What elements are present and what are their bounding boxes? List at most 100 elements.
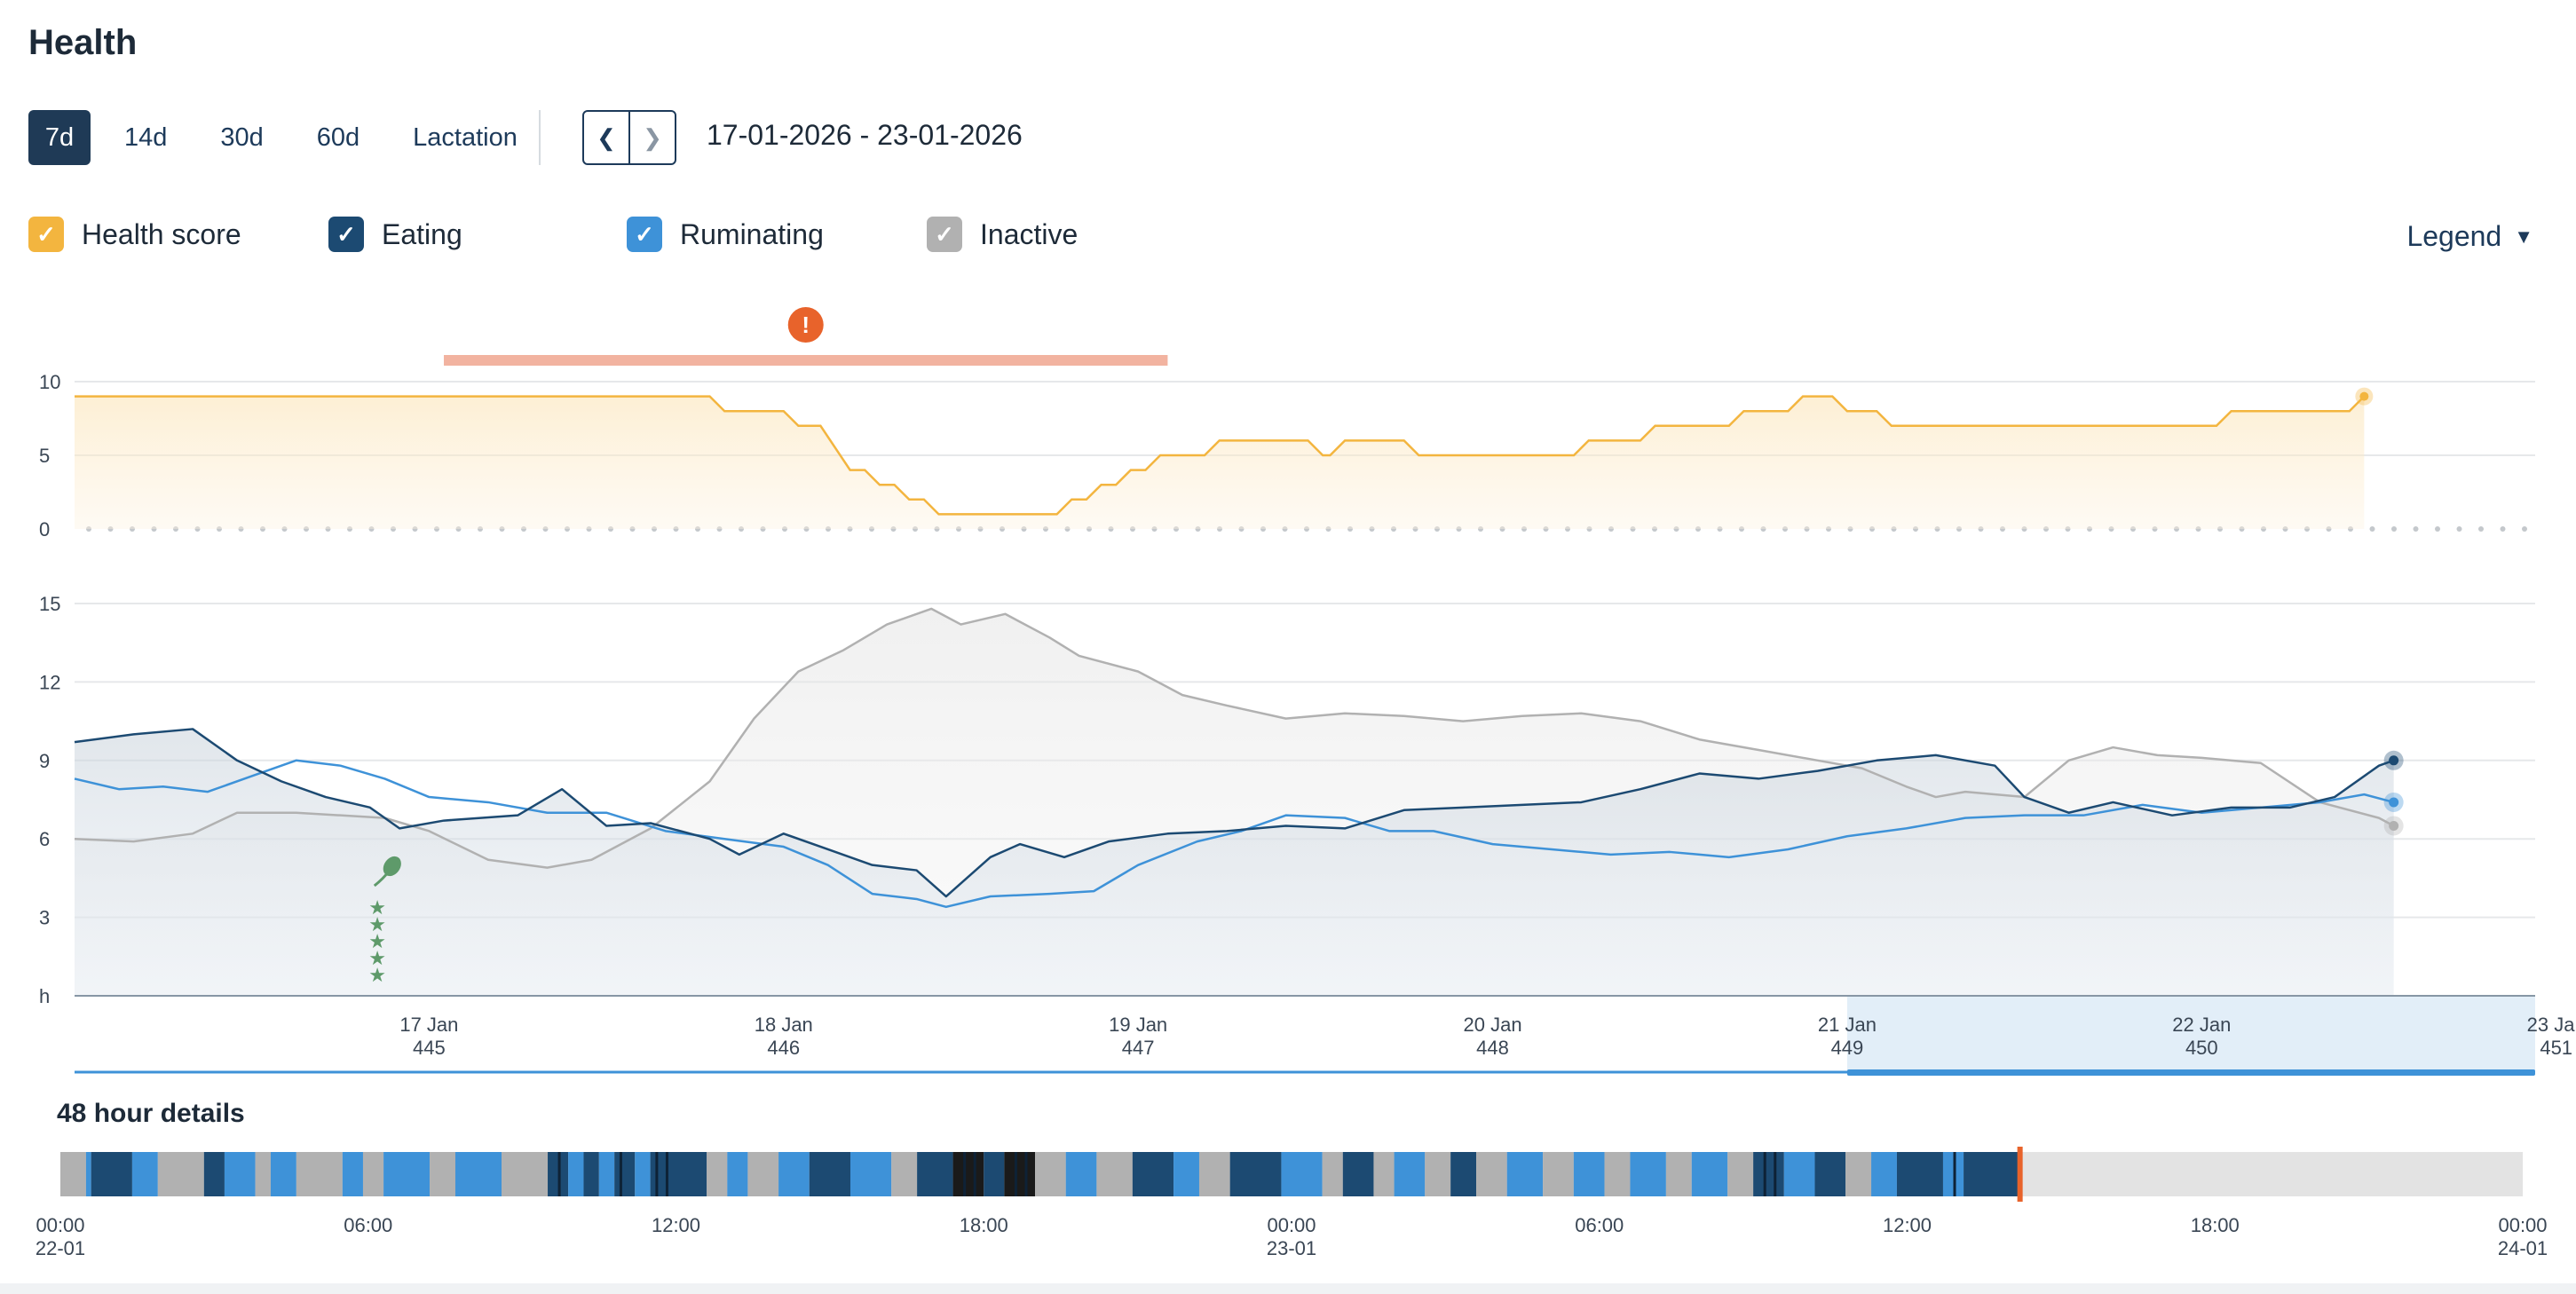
health-score-checkbox[interactable]: ✓: [28, 217, 64, 252]
details-title: 48 hour details: [57, 1099, 245, 1128]
star-icon: ★: [368, 896, 386, 919]
selected-window: [1846, 996, 2535, 1074]
toggle-health-score[interactable]: ✓ Health score: [28, 217, 241, 252]
eating-label: Eating: [382, 217, 462, 250]
timeline-segment-eating: [984, 1152, 1005, 1196]
zero-dot: [2478, 526, 2484, 532]
range-scrollbar-thumb: [1846, 1069, 2535, 1076]
timeline-segment-inactive: [430, 1152, 455, 1196]
x-tick-date: 23 Jan: [2527, 1014, 2576, 1036]
timeline-segment-inactive: [1198, 1152, 1230, 1196]
timeline-segment-ruminating: [1394, 1152, 1426, 1196]
timeline-segment-inactive: [1727, 1152, 1754, 1196]
timeline-segment-inactive: [502, 1152, 549, 1196]
timeline-segment-inactive: [891, 1152, 918, 1196]
health-score-end-point: [2359, 391, 2369, 401]
timeline-segment-ruminating: [131, 1152, 158, 1196]
tab-14d[interactable]: 14d: [124, 122, 168, 152]
timeline-segment-eating: [1896, 1152, 1943, 1196]
timeline-segment-ruminating: [1871, 1152, 1897, 1196]
timeline-tick-date: 24-01: [2498, 1237, 2548, 1259]
timeline-segment-ruminating: [1173, 1152, 1199, 1196]
timeline-segment-eating: [583, 1152, 599, 1196]
legend-dropdown[interactable]: Legend ▼: [2406, 220, 2533, 253]
x-tick-dim: 448: [1476, 1037, 1509, 1059]
toggle-eating[interactable]: ✓ Eating: [328, 217, 462, 252]
alert-band: [444, 355, 1168, 366]
health-y-tick: 10: [39, 371, 60, 393]
tab-7d[interactable]: 7d: [28, 110, 91, 165]
timeline-segment-eating: [1229, 1152, 1282, 1196]
health-y-tick: 5: [39, 445, 50, 467]
health-score-line: [75, 395, 2366, 516]
bottom-strip: [0, 1283, 2576, 1294]
x-tick-dim: 449: [1831, 1037, 1864, 1059]
x-tick-date: 21 Jan: [1818, 1014, 1877, 1036]
timeline-segment-ruminating: [598, 1152, 615, 1196]
zero-dot: [2391, 526, 2397, 532]
alert-icon: [787, 307, 824, 343]
timeline-segment-ruminating: [454, 1152, 502, 1196]
health-y-tick: 0: [39, 518, 50, 540]
zero-dot: [2413, 526, 2419, 532]
alert-icon-glyph: !: [802, 312, 810, 338]
timeline-tick-mark: [973, 1152, 976, 1196]
timeline-segment-eating: [1753, 1152, 1784, 1196]
timeline-segment-ruminating: [727, 1152, 748, 1196]
x-tick-date: 17 Jan: [399, 1014, 458, 1036]
x-tick-dim: 451: [2540, 1037, 2572, 1059]
hours-y-tick: 9: [39, 750, 50, 772]
timeline-segment-inactive: [362, 1152, 384, 1196]
timeline-tick-mark: [1763, 1152, 1766, 1196]
star-icon: ★: [368, 947, 386, 969]
x-tick-date: 22 Jan: [2172, 1014, 2231, 1036]
timeline-segment-eating: [91, 1152, 132, 1196]
timeline-segment-eating: [1814, 1152, 1846, 1196]
x-tick-dim: 447: [1122, 1037, 1155, 1059]
chevron-right-icon: ❯: [643, 123, 662, 151]
ruminating-end-point: [2389, 797, 2399, 808]
timeline-tick-time: 06:00: [1575, 1214, 1624, 1236]
timeline-segment-inactive: [1604, 1152, 1631, 1196]
zero-dot: [2456, 526, 2462, 532]
hours-y-tick: 3: [39, 907, 50, 929]
timeline-tick-time: 00:00: [2498, 1214, 2547, 1236]
timeline-segment-ruminating: [85, 1152, 91, 1196]
hours-y-tick: 6: [39, 828, 50, 850]
hours-y-tick: h: [39, 985, 50, 1007]
timeline-tick-time: 06:00: [344, 1214, 392, 1236]
health-score-area: [75, 396, 2365, 529]
tab-60d[interactable]: 60d: [316, 122, 360, 152]
caret-down-icon: ▼: [2514, 225, 2533, 248]
inactive-checkbox[interactable]: ✓: [927, 217, 962, 252]
eating-checkbox[interactable]: ✓: [328, 217, 364, 252]
timeline-segment-eating: [917, 1152, 953, 1196]
timeline-tick-time: 00:00: [36, 1214, 84, 1236]
timeline-segment-eating: [548, 1152, 569, 1196]
ruminating-checkbox[interactable]: ✓: [627, 217, 662, 252]
timeline-tick-time: 00:00: [1267, 1214, 1316, 1236]
health-score-label: Health score: [82, 217, 241, 250]
timeline-segment-eating: [203, 1152, 225, 1196]
current-time-marker: [2017, 1147, 2023, 1202]
timeline-segment-ruminating: [1506, 1152, 1544, 1196]
timeline-segment-inactive: [255, 1152, 271, 1196]
tab-30d[interactable]: 30d: [220, 122, 264, 152]
toggle-ruminating[interactable]: ✓ Ruminating: [627, 217, 824, 252]
x-tick-date: 19 Jan: [1109, 1014, 1167, 1036]
timeline-tick-mark: [665, 1152, 668, 1196]
timeline-segment-other: [1004, 1152, 1036, 1196]
x-tick-dim: 446: [767, 1037, 800, 1059]
next-period-button[interactable]: ❯: [630, 112, 675, 163]
timeline-tick-mark: [1024, 1152, 1028, 1196]
tab-lactation[interactable]: Lactation: [413, 122, 518, 152]
star-icon: ★: [368, 964, 386, 986]
previous-period-button[interactable]: ❮: [584, 112, 630, 163]
timeline-segment-inactive: [1425, 1152, 1451, 1196]
timeline-segment-ruminating: [568, 1152, 584, 1196]
toggle-inactive[interactable]: ✓ Inactive: [927, 217, 1078, 252]
timeline-tick-mark: [619, 1152, 622, 1196]
timeline-tick-mark: [1774, 1152, 1777, 1196]
